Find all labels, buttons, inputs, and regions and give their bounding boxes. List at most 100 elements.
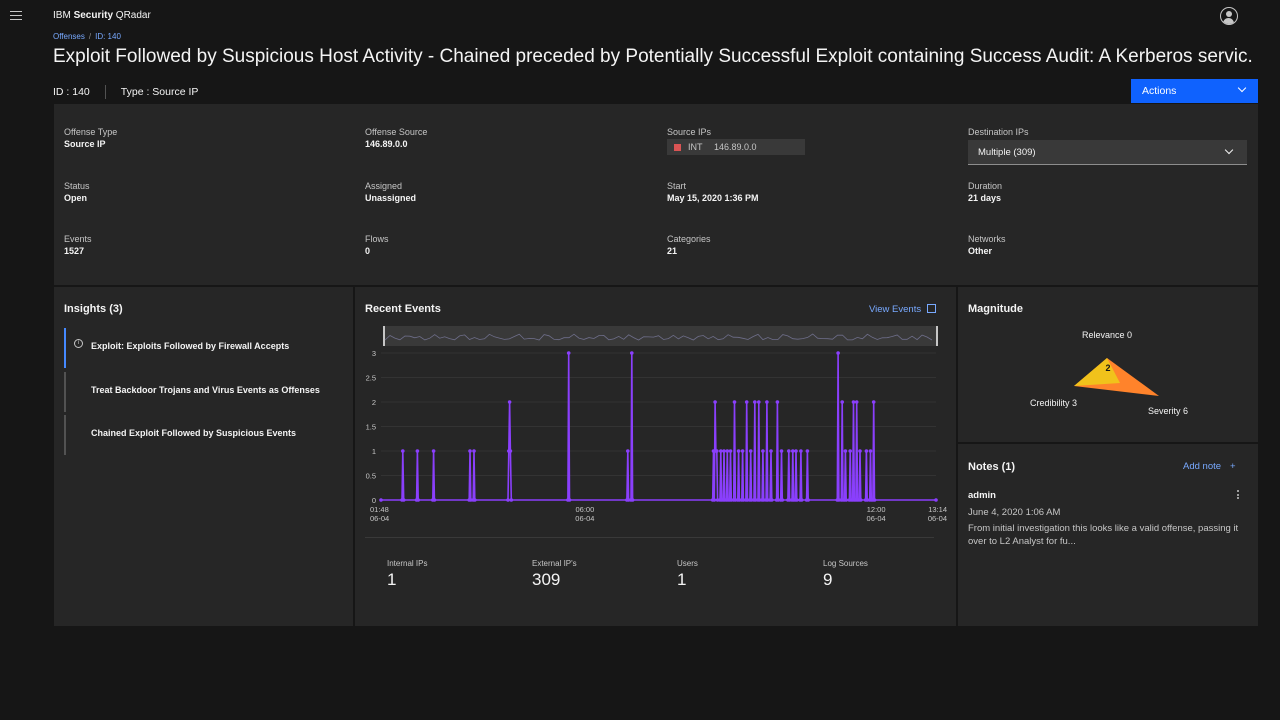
data-point bbox=[712, 498, 717, 502]
note-date: June 4, 2020 1:06 AM bbox=[968, 507, 1061, 518]
stat-label: Internal IPs bbox=[387, 559, 428, 568]
field-value[interactable]: 1527 bbox=[64, 246, 85, 256]
offense-type: Type : Source IP bbox=[120, 86, 199, 98]
navigator-right-handle[interactable] bbox=[936, 326, 938, 346]
field-value: 0 bbox=[365, 246, 371, 256]
data-point bbox=[864, 449, 869, 453]
overflow-menu-icon[interactable] bbox=[1235, 490, 1241, 502]
data-point bbox=[473, 498, 477, 502]
destination-ips-select[interactable]: Multiple (309) bbox=[968, 140, 1247, 165]
magnitude-severity: Severity 6 bbox=[1148, 406, 1189, 416]
data-point bbox=[506, 498, 510, 502]
chevron-down-icon bbox=[1237, 83, 1247, 93]
user-avatar-icon[interactable] bbox=[1220, 7, 1238, 25]
field-status: Status Open bbox=[64, 181, 90, 203]
add-note-button[interactable]: Add note + bbox=[1183, 461, 1236, 472]
actions-label: Actions bbox=[1142, 85, 1177, 97]
hamburger-menu-icon[interactable] bbox=[10, 11, 22, 21]
field-events: Events 1527 bbox=[64, 234, 92, 256]
destination-ips-value: Multiple (309) bbox=[978, 147, 1036, 158]
plus-icon: + bbox=[1230, 461, 1236, 472]
breadcrumb-current[interactable]: ID: 140 bbox=[95, 32, 121, 41]
data-point bbox=[401, 498, 406, 502]
x-tick-label: 06:00 bbox=[575, 505, 594, 514]
data-point bbox=[787, 449, 791, 453]
data-point bbox=[775, 400, 780, 404]
field-source-ips: Source IPs bbox=[667, 127, 711, 137]
data-point bbox=[779, 449, 784, 453]
data-point bbox=[848, 449, 852, 453]
field-label: Offense Source bbox=[365, 127, 428, 137]
data-point bbox=[566, 351, 571, 355]
data-point bbox=[379, 498, 383, 502]
data-point bbox=[507, 400, 512, 404]
note-text: From initial investigation this looks li… bbox=[968, 523, 1239, 547]
chart-grid bbox=[381, 352, 936, 501]
x-tick-label: 13:14 bbox=[928, 505, 947, 514]
offense-id: ID : 140 bbox=[53, 86, 90, 98]
field-value: Open bbox=[64, 193, 88, 203]
insight-item[interactable]: Treat Backdoor Trojans and Virus Events … bbox=[64, 372, 353, 412]
stat-value: 309 bbox=[532, 570, 561, 589]
chart-y-axis: 0 0.5 1 1.5 2 2.5 3 bbox=[366, 349, 376, 505]
data-point bbox=[509, 498, 514, 502]
insights-title: Insights (3) bbox=[64, 303, 123, 315]
data-point bbox=[431, 449, 436, 453]
field-value[interactable]: 146.89.0.0 bbox=[365, 139, 408, 149]
data-point bbox=[732, 400, 737, 404]
insight-item[interactable]: Chained Exploit Followed by Suspicious E… bbox=[64, 415, 353, 455]
chart-range-navigator[interactable] bbox=[383, 326, 938, 346]
insight-item[interactable]: i Exploit: Exploits Followed by Firewall … bbox=[64, 328, 353, 368]
data-point bbox=[753, 400, 757, 404]
add-note-label: Add note bbox=[1183, 461, 1222, 472]
stat-external-ips: External IP's 309 bbox=[532, 559, 577, 590]
data-point bbox=[741, 498, 746, 502]
y-tick-label: 2 bbox=[372, 398, 376, 407]
ip-tag-label: INT bbox=[688, 142, 703, 152]
divider bbox=[104, 85, 106, 99]
view-events-link[interactable]: View Events bbox=[869, 303, 937, 315]
field-offense-type: Offense Type Source IP bbox=[64, 127, 117, 149]
breadcrumb-offenses-link[interactable]: Offenses bbox=[53, 32, 85, 41]
data-point bbox=[805, 449, 810, 453]
x-tick-date: 06-04 bbox=[575, 514, 594, 523]
y-tick-label: 1 bbox=[372, 447, 376, 456]
recent-events-chart[interactable]: 00.511.522.53 01:4806-0406:0006-0412:000… bbox=[355, 320, 956, 530]
data-point bbox=[749, 498, 754, 502]
data-point bbox=[854, 400, 859, 404]
divider bbox=[365, 537, 934, 538]
field-label: Flows bbox=[365, 234, 389, 244]
top-bar bbox=[0, 0, 1280, 32]
breadcrumb-separator: / bbox=[88, 32, 92, 41]
navigator-left-handle[interactable] bbox=[383, 326, 385, 346]
stat-value: 1 bbox=[387, 570, 397, 589]
data-point bbox=[871, 400, 876, 404]
insight-label: Exploit: Exploits Followed by Firewall A… bbox=[91, 341, 290, 351]
field-label: Assigned bbox=[365, 181, 403, 191]
source-ip-tag[interactable]: INT 146.89.0.0 bbox=[667, 139, 805, 155]
x-tick-date: 06-04 bbox=[928, 514, 947, 523]
stat-users: Users 1 bbox=[677, 559, 698, 590]
breadcrumb: Offenses / ID: 140 bbox=[53, 32, 121, 41]
magnitude-relevance: Relevance 0 bbox=[1082, 330, 1133, 340]
x-tick-label: 01:48 bbox=[370, 505, 389, 514]
data-point bbox=[776, 498, 780, 502]
data-point bbox=[728, 449, 733, 453]
data-point bbox=[719, 449, 723, 453]
field-label: Offense Type bbox=[64, 127, 118, 137]
stat-label: Users bbox=[677, 559, 698, 568]
data-point bbox=[630, 498, 635, 502]
magnitude-main-shape bbox=[1074, 358, 1120, 386]
page-title: Exploit Followed by Suspicious Host Acti… bbox=[53, 46, 1253, 67]
stat-log-sources: Log Sources 9 bbox=[823, 559, 868, 590]
data-point bbox=[865, 498, 869, 502]
note-author: admin bbox=[968, 490, 996, 501]
actions-dropdown-button[interactable]: Actions bbox=[1131, 79, 1258, 103]
y-tick-label: 0 bbox=[372, 496, 376, 505]
ip-status-square-icon bbox=[674, 144, 681, 151]
data-point bbox=[799, 449, 803, 453]
info-icon: i bbox=[74, 339, 83, 348]
brand-prefix: IBM bbox=[53, 10, 74, 21]
data-point bbox=[626, 449, 630, 453]
stat-internal-ips: Internal IPs 1 bbox=[387, 559, 427, 590]
